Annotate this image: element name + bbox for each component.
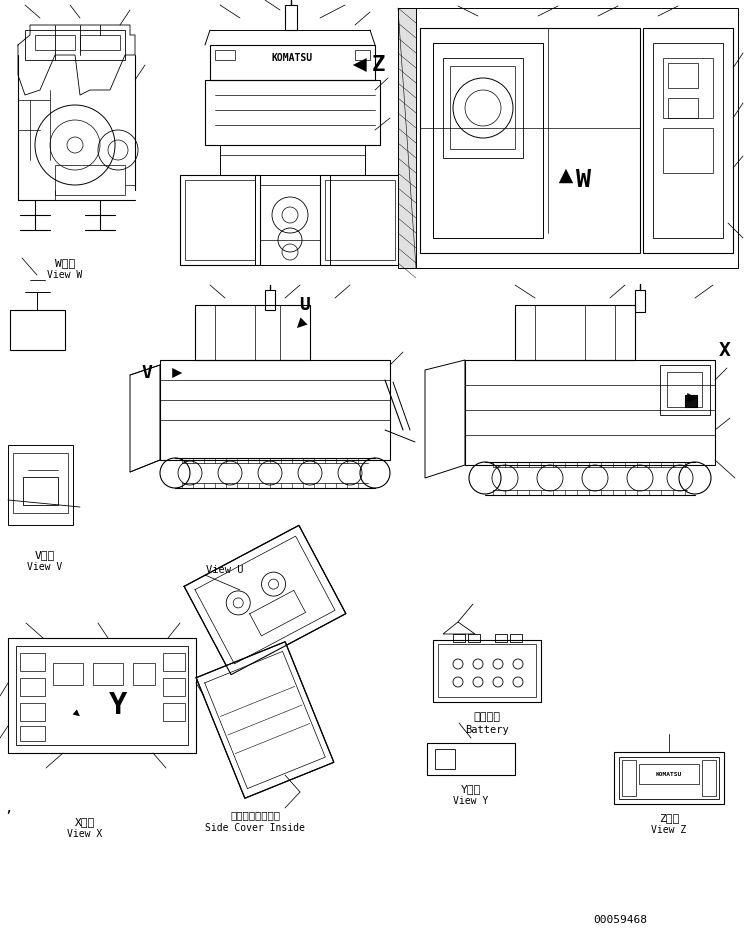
Text: X: X bbox=[719, 341, 731, 359]
Bar bbox=[20, 653, 45, 671]
Bar bbox=[643, 28, 733, 253]
Bar bbox=[320, 175, 400, 265]
Bar bbox=[685, 395, 697, 407]
Text: X　視: X 視 bbox=[75, 817, 95, 827]
Bar bbox=[420, 28, 640, 253]
Bar bbox=[450, 66, 515, 149]
Text: Y: Y bbox=[109, 692, 127, 721]
Text: W: W bbox=[575, 168, 590, 192]
Bar bbox=[10, 310, 65, 350]
Bar bbox=[20, 703, 45, 721]
Bar bbox=[427, 743, 515, 775]
Text: サイドカバー内側: サイドカバー内側 bbox=[230, 810, 280, 820]
Bar bbox=[53, 663, 83, 685]
Bar bbox=[16, 646, 188, 745]
Bar bbox=[20, 678, 45, 696]
Text: U: U bbox=[300, 296, 311, 314]
Bar bbox=[495, 634, 507, 642]
Bar bbox=[663, 128, 713, 173]
Bar bbox=[260, 185, 320, 240]
Bar bbox=[702, 760, 716, 796]
Text: View X: View X bbox=[67, 829, 102, 839]
Text: 00059468: 00059468 bbox=[593, 915, 647, 925]
Bar bbox=[614, 752, 724, 804]
Text: Battery: Battery bbox=[465, 725, 509, 735]
Bar bbox=[667, 372, 702, 407]
Bar bbox=[180, 175, 260, 265]
Bar bbox=[13, 453, 68, 513]
Bar bbox=[468, 634, 480, 642]
Bar bbox=[653, 43, 723, 238]
Bar bbox=[265, 290, 275, 310]
Text: KOMATSU: KOMATSU bbox=[656, 771, 682, 777]
Text: Z　視: Z 視 bbox=[659, 813, 679, 823]
Text: View W: View W bbox=[47, 270, 83, 280]
Text: Side Cover Inside: Side Cover Inside bbox=[205, 823, 305, 833]
Bar bbox=[438, 644, 536, 697]
Bar bbox=[35, 35, 75, 50]
Text: View V: View V bbox=[28, 562, 63, 572]
Bar bbox=[668, 98, 698, 118]
Polygon shape bbox=[196, 642, 334, 798]
Bar bbox=[663, 58, 713, 118]
Bar bbox=[619, 757, 719, 799]
Text: ,: , bbox=[4, 801, 12, 815]
Bar bbox=[93, 663, 123, 685]
Polygon shape bbox=[184, 525, 346, 675]
Text: バッテリ: バッテリ bbox=[474, 712, 500, 722]
Bar bbox=[443, 58, 523, 158]
Text: Y　視: Y 視 bbox=[461, 784, 481, 794]
Bar bbox=[55, 165, 125, 195]
Bar bbox=[205, 80, 380, 145]
Bar bbox=[210, 45, 375, 80]
Bar bbox=[133, 663, 155, 685]
Bar bbox=[433, 640, 541, 702]
Bar bbox=[355, 50, 370, 60]
Text: View Z: View Z bbox=[651, 825, 686, 835]
Bar bbox=[660, 365, 710, 415]
Bar bbox=[465, 360, 715, 465]
Bar bbox=[510, 634, 522, 642]
Bar bbox=[635, 290, 645, 312]
Polygon shape bbox=[425, 360, 465, 478]
Bar bbox=[453, 634, 465, 642]
Bar bbox=[285, 5, 297, 30]
Bar bbox=[398, 8, 738, 268]
Bar bbox=[80, 35, 120, 50]
Bar bbox=[185, 180, 255, 260]
Text: View U: View U bbox=[206, 565, 244, 575]
Text: View Y: View Y bbox=[453, 796, 489, 806]
Bar bbox=[433, 43, 543, 238]
Bar bbox=[163, 703, 185, 721]
Bar bbox=[8, 638, 196, 753]
Bar bbox=[25, 30, 125, 60]
Bar bbox=[163, 678, 185, 696]
Bar bbox=[195, 305, 310, 360]
Bar bbox=[8, 445, 73, 525]
Bar bbox=[160, 360, 390, 460]
Bar bbox=[23, 477, 58, 505]
Bar bbox=[220, 145, 365, 175]
Bar bbox=[622, 760, 636, 796]
Bar bbox=[668, 63, 698, 88]
Text: KOMATSU: KOMATSU bbox=[271, 53, 312, 63]
Text: V: V bbox=[142, 364, 152, 382]
Bar bbox=[20, 726, 45, 741]
Text: Z: Z bbox=[371, 55, 385, 75]
Bar bbox=[435, 749, 455, 769]
Bar bbox=[215, 50, 235, 60]
Polygon shape bbox=[443, 622, 475, 634]
Bar bbox=[515, 305, 635, 360]
Bar bbox=[163, 653, 185, 671]
Polygon shape bbox=[130, 365, 160, 472]
Bar bbox=[398, 8, 416, 268]
Text: W　視: W 視 bbox=[55, 258, 75, 268]
Bar bbox=[639, 764, 699, 784]
Text: V　視: V 視 bbox=[35, 550, 55, 560]
Bar bbox=[325, 180, 395, 260]
Bar bbox=[255, 175, 330, 265]
